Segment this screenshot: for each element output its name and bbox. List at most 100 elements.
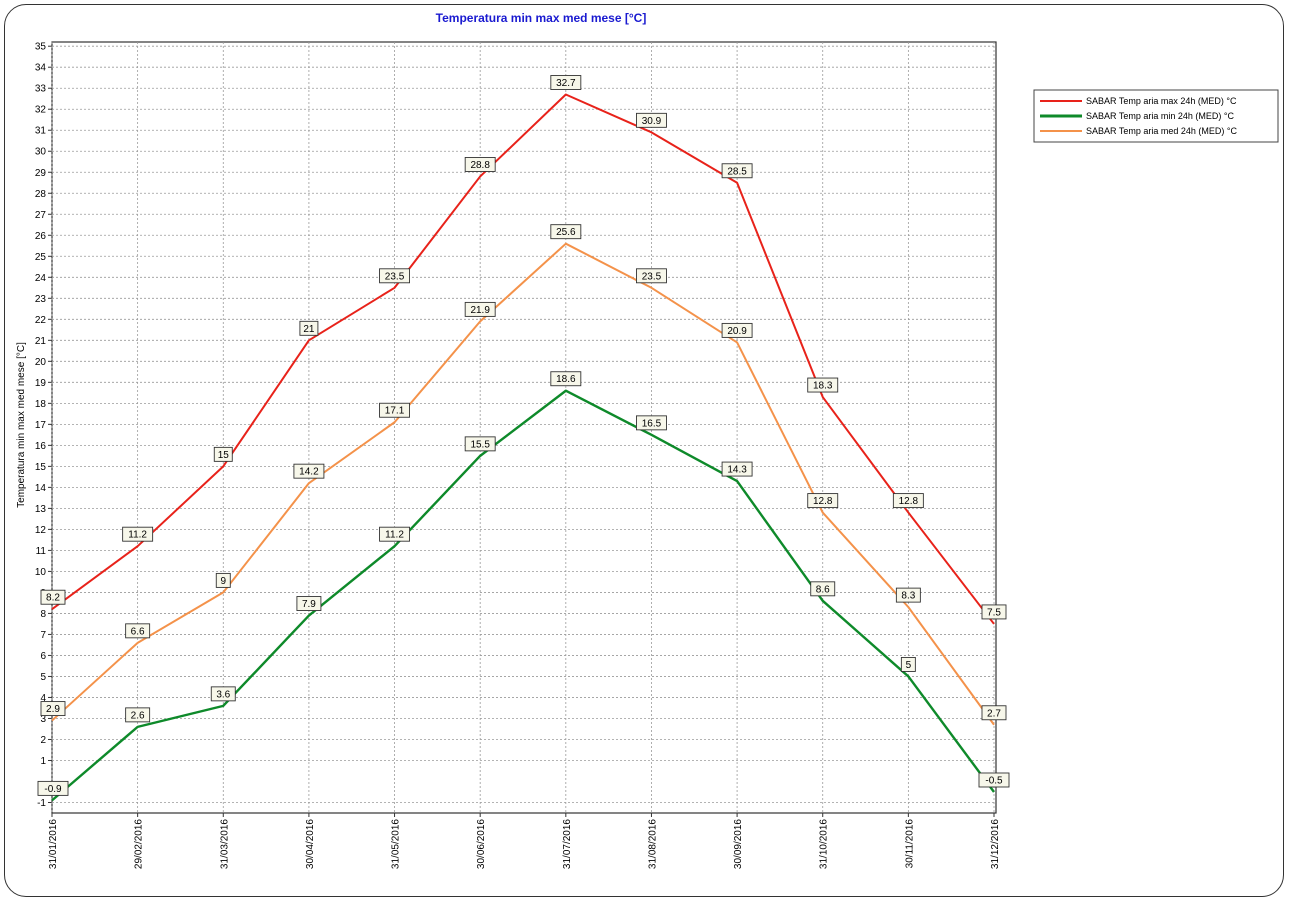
x-tick-label: 31/01/2016 bbox=[48, 819, 59, 869]
data-label-box bbox=[892, 493, 924, 509]
x-tick-label: 31/10/2016 bbox=[819, 819, 830, 869]
chart-title: Temperatura min max med mese [°C] bbox=[436, 11, 647, 25]
legend-entry: SABAR Temp aria max 24h (MED) °C bbox=[1086, 96, 1237, 106]
y-tick-label: -1 bbox=[37, 798, 46, 809]
data-label-box bbox=[210, 686, 236, 702]
data-label: 15 bbox=[218, 450, 230, 461]
data-label-box bbox=[40, 589, 66, 605]
data-label: 15.5 bbox=[470, 439, 490, 450]
data-label-box bbox=[721, 322, 753, 338]
legend-entry: SABAR Temp aria med 24h (MED) °C bbox=[1086, 126, 1237, 136]
x-tick-label: 30/06/2016 bbox=[476, 819, 487, 869]
data-label: 17.1 bbox=[385, 406, 405, 417]
y-tick-label: 34 bbox=[35, 63, 47, 74]
series-line-1 bbox=[51, 389, 995, 802]
data-label-box bbox=[978, 772, 1010, 788]
data-label-box bbox=[550, 224, 582, 240]
y-tick-label: 31 bbox=[35, 126, 47, 137]
data-label: 2.7 bbox=[987, 708, 1001, 719]
data-label-box bbox=[464, 301, 496, 317]
data-label: 32.7 bbox=[556, 78, 576, 89]
data-label: 21.9 bbox=[470, 305, 490, 316]
plot-area bbox=[51, 41, 997, 814]
y-tick-label: 35 bbox=[35, 42, 47, 53]
data-label-box bbox=[40, 701, 66, 717]
data-label: 9 bbox=[220, 576, 226, 587]
data-label: 11.2 bbox=[128, 530, 147, 541]
y-tick-label: 30 bbox=[35, 147, 47, 158]
y-tick-label: 15 bbox=[35, 462, 47, 473]
data-label: 11.2 bbox=[385, 530, 404, 541]
y-tick-label: 13 bbox=[35, 504, 47, 515]
data-label: -0.5 bbox=[985, 775, 1003, 786]
x-tick-label: 29/02/2016 bbox=[134, 819, 145, 869]
y-tick-label: 11 bbox=[36, 546, 47, 557]
data-label-box bbox=[125, 623, 151, 639]
data-label: 14.3 bbox=[727, 465, 747, 476]
data-label-box bbox=[721, 461, 753, 477]
data-label-box bbox=[379, 526, 410, 542]
data-label: 23.5 bbox=[385, 271, 405, 282]
y-tick-label: 23 bbox=[35, 294, 47, 305]
y-axis-label: Temperatura min max med mese [°C] bbox=[16, 342, 27, 508]
data-label-box bbox=[379, 402, 410, 418]
data-label-box bbox=[981, 604, 1007, 620]
y-tick-label: 32 bbox=[35, 105, 47, 116]
data-label: 20.9 bbox=[727, 326, 747, 337]
y-tick-label: 10 bbox=[35, 567, 47, 578]
data-label: 6.6 bbox=[131, 626, 145, 637]
data-label-box bbox=[981, 705, 1007, 721]
data-label-box bbox=[122, 526, 154, 542]
data-label-box bbox=[293, 463, 325, 479]
data-label-box bbox=[464, 436, 496, 452]
data-label: 2.9 bbox=[46, 704, 60, 715]
legend-entry: SABAR Temp aria min 24h (MED) °C bbox=[1086, 111, 1234, 121]
data-label: 28.5 bbox=[727, 166, 747, 177]
data-label-box bbox=[807, 493, 839, 509]
data-label: 23.5 bbox=[642, 271, 662, 282]
x-tick-label: 31/08/2016 bbox=[647, 819, 658, 869]
data-label-box bbox=[213, 446, 233, 462]
data-label: 8.6 bbox=[816, 584, 830, 595]
y-tick-label: 12 bbox=[35, 525, 47, 536]
data-label: 7.5 bbox=[987, 607, 1001, 618]
data-label-box bbox=[895, 587, 921, 603]
y-tick-label: 16 bbox=[35, 441, 47, 452]
data-label: 16.5 bbox=[642, 418, 662, 429]
series-line-2 bbox=[51, 242, 995, 726]
data-label-box bbox=[464, 157, 496, 172]
data-label: -0.9 bbox=[44, 784, 62, 795]
data-label: 18.3 bbox=[813, 381, 833, 392]
data-label-box bbox=[550, 371, 582, 387]
y-tick-label: 6 bbox=[40, 651, 46, 662]
data-label-box bbox=[37, 780, 69, 796]
y-tick-label: 19 bbox=[35, 378, 47, 389]
y-tick-label: 28 bbox=[35, 189, 47, 200]
y-tick-label: 18 bbox=[35, 399, 47, 410]
series-line-0 bbox=[51, 93, 995, 625]
data-label-box bbox=[215, 572, 231, 588]
y-tick-label: 2 bbox=[40, 735, 46, 746]
y-tick-label: 5 bbox=[40, 672, 46, 683]
y-tick-label: 22 bbox=[35, 315, 47, 326]
data-label: 12.8 bbox=[899, 496, 919, 507]
data-label: 30.9 bbox=[642, 116, 662, 127]
data-label: 28.8 bbox=[470, 160, 490, 171]
y-tick-label: 27 bbox=[35, 210, 47, 221]
data-label-box bbox=[296, 596, 322, 611]
y-tick-label: 7 bbox=[40, 630, 46, 641]
data-label: 3.6 bbox=[216, 689, 230, 700]
data-label-box bbox=[379, 268, 410, 284]
y-tick-label: 21 bbox=[35, 336, 47, 347]
x-tick-label: 30/09/2016 bbox=[733, 819, 744, 869]
data-label: 25.6 bbox=[556, 227, 576, 238]
y-tick-label: 3 bbox=[40, 714, 46, 725]
y-tick-label: 1 bbox=[40, 756, 46, 767]
y-tick-label: 33 bbox=[35, 84, 47, 95]
data-label-box bbox=[299, 320, 319, 336]
y-tick-label: 25 bbox=[35, 252, 47, 263]
y-tick-label: 29 bbox=[35, 168, 47, 179]
data-label-box bbox=[807, 377, 839, 393]
y-tick-label: 14 bbox=[35, 483, 47, 494]
